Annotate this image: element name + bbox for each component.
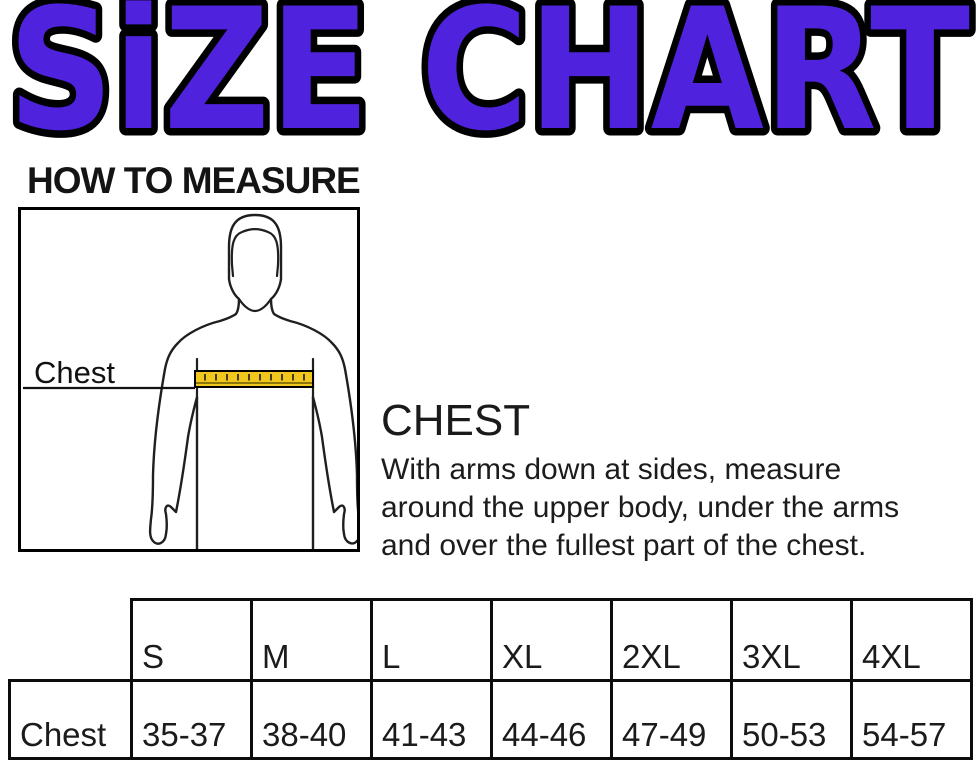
size-col-header-3xl: 3XL [730, 598, 853, 682]
page-title: SiZE CHART [8, 0, 970, 152]
chest-value-3xl: 50-53 [730, 679, 853, 760]
chest-value-2xl: 47-49 [610, 679, 733, 760]
size-col-header-4xl: 4XL [850, 598, 973, 682]
chest-section-heading: CHEST [381, 396, 531, 445]
chest-value-l: 41-43 [370, 679, 493, 760]
measurement-diagram-box: Chest [18, 207, 360, 552]
chin-line [237, 297, 273, 313]
chest-row-label: Chest [8, 679, 133, 760]
how-to-measure-heading: HOW TO MEASURE [27, 160, 361, 201]
chest-description-line: With arms down at sides, measure [381, 453, 842, 486]
torso-diagram: Chest [23, 213, 357, 549]
size-table-header-row: S M L XL 2XL 3XL 4XL [10, 598, 973, 682]
chest-description-line: and over the fullest part of the chest. [381, 529, 867, 562]
size-col-header-s: S [130, 598, 253, 682]
size-col-header-m: M [250, 598, 373, 682]
size-table-blank-cell [10, 600, 132, 681]
chest-value-4xl: 54-57 [850, 679, 973, 760]
size-col-header-2xl: 2XL [610, 598, 733, 682]
size-table: S M L XL 2XL 3XL 4XL Chest 35-37 38-40 4… [8, 598, 973, 760]
size-col-header-l: L [370, 598, 493, 682]
chest-value-m: 38-40 [250, 679, 373, 760]
title-banner: SiZE CHART [1, 0, 978, 152]
diagram-chest-label: Chest [34, 355, 115, 390]
tape-ticks [204, 374, 305, 381]
chest-description: With arms down at sides, measure around … [381, 451, 899, 565]
size-table-chest-row: Chest 35-37 38-40 41-43 44-46 47-49 50-5… [8, 679, 973, 760]
chest-value-s: 35-37 [130, 679, 253, 760]
measuring-tape-icon [194, 370, 314, 388]
hairline [230, 227, 280, 278]
chest-value-xl: 44-46 [490, 679, 613, 760]
tape-band [194, 370, 314, 388]
size-col-header-xl: XL [490, 598, 613, 682]
chest-description-line: around the upper body, under the arms [381, 491, 900, 524]
